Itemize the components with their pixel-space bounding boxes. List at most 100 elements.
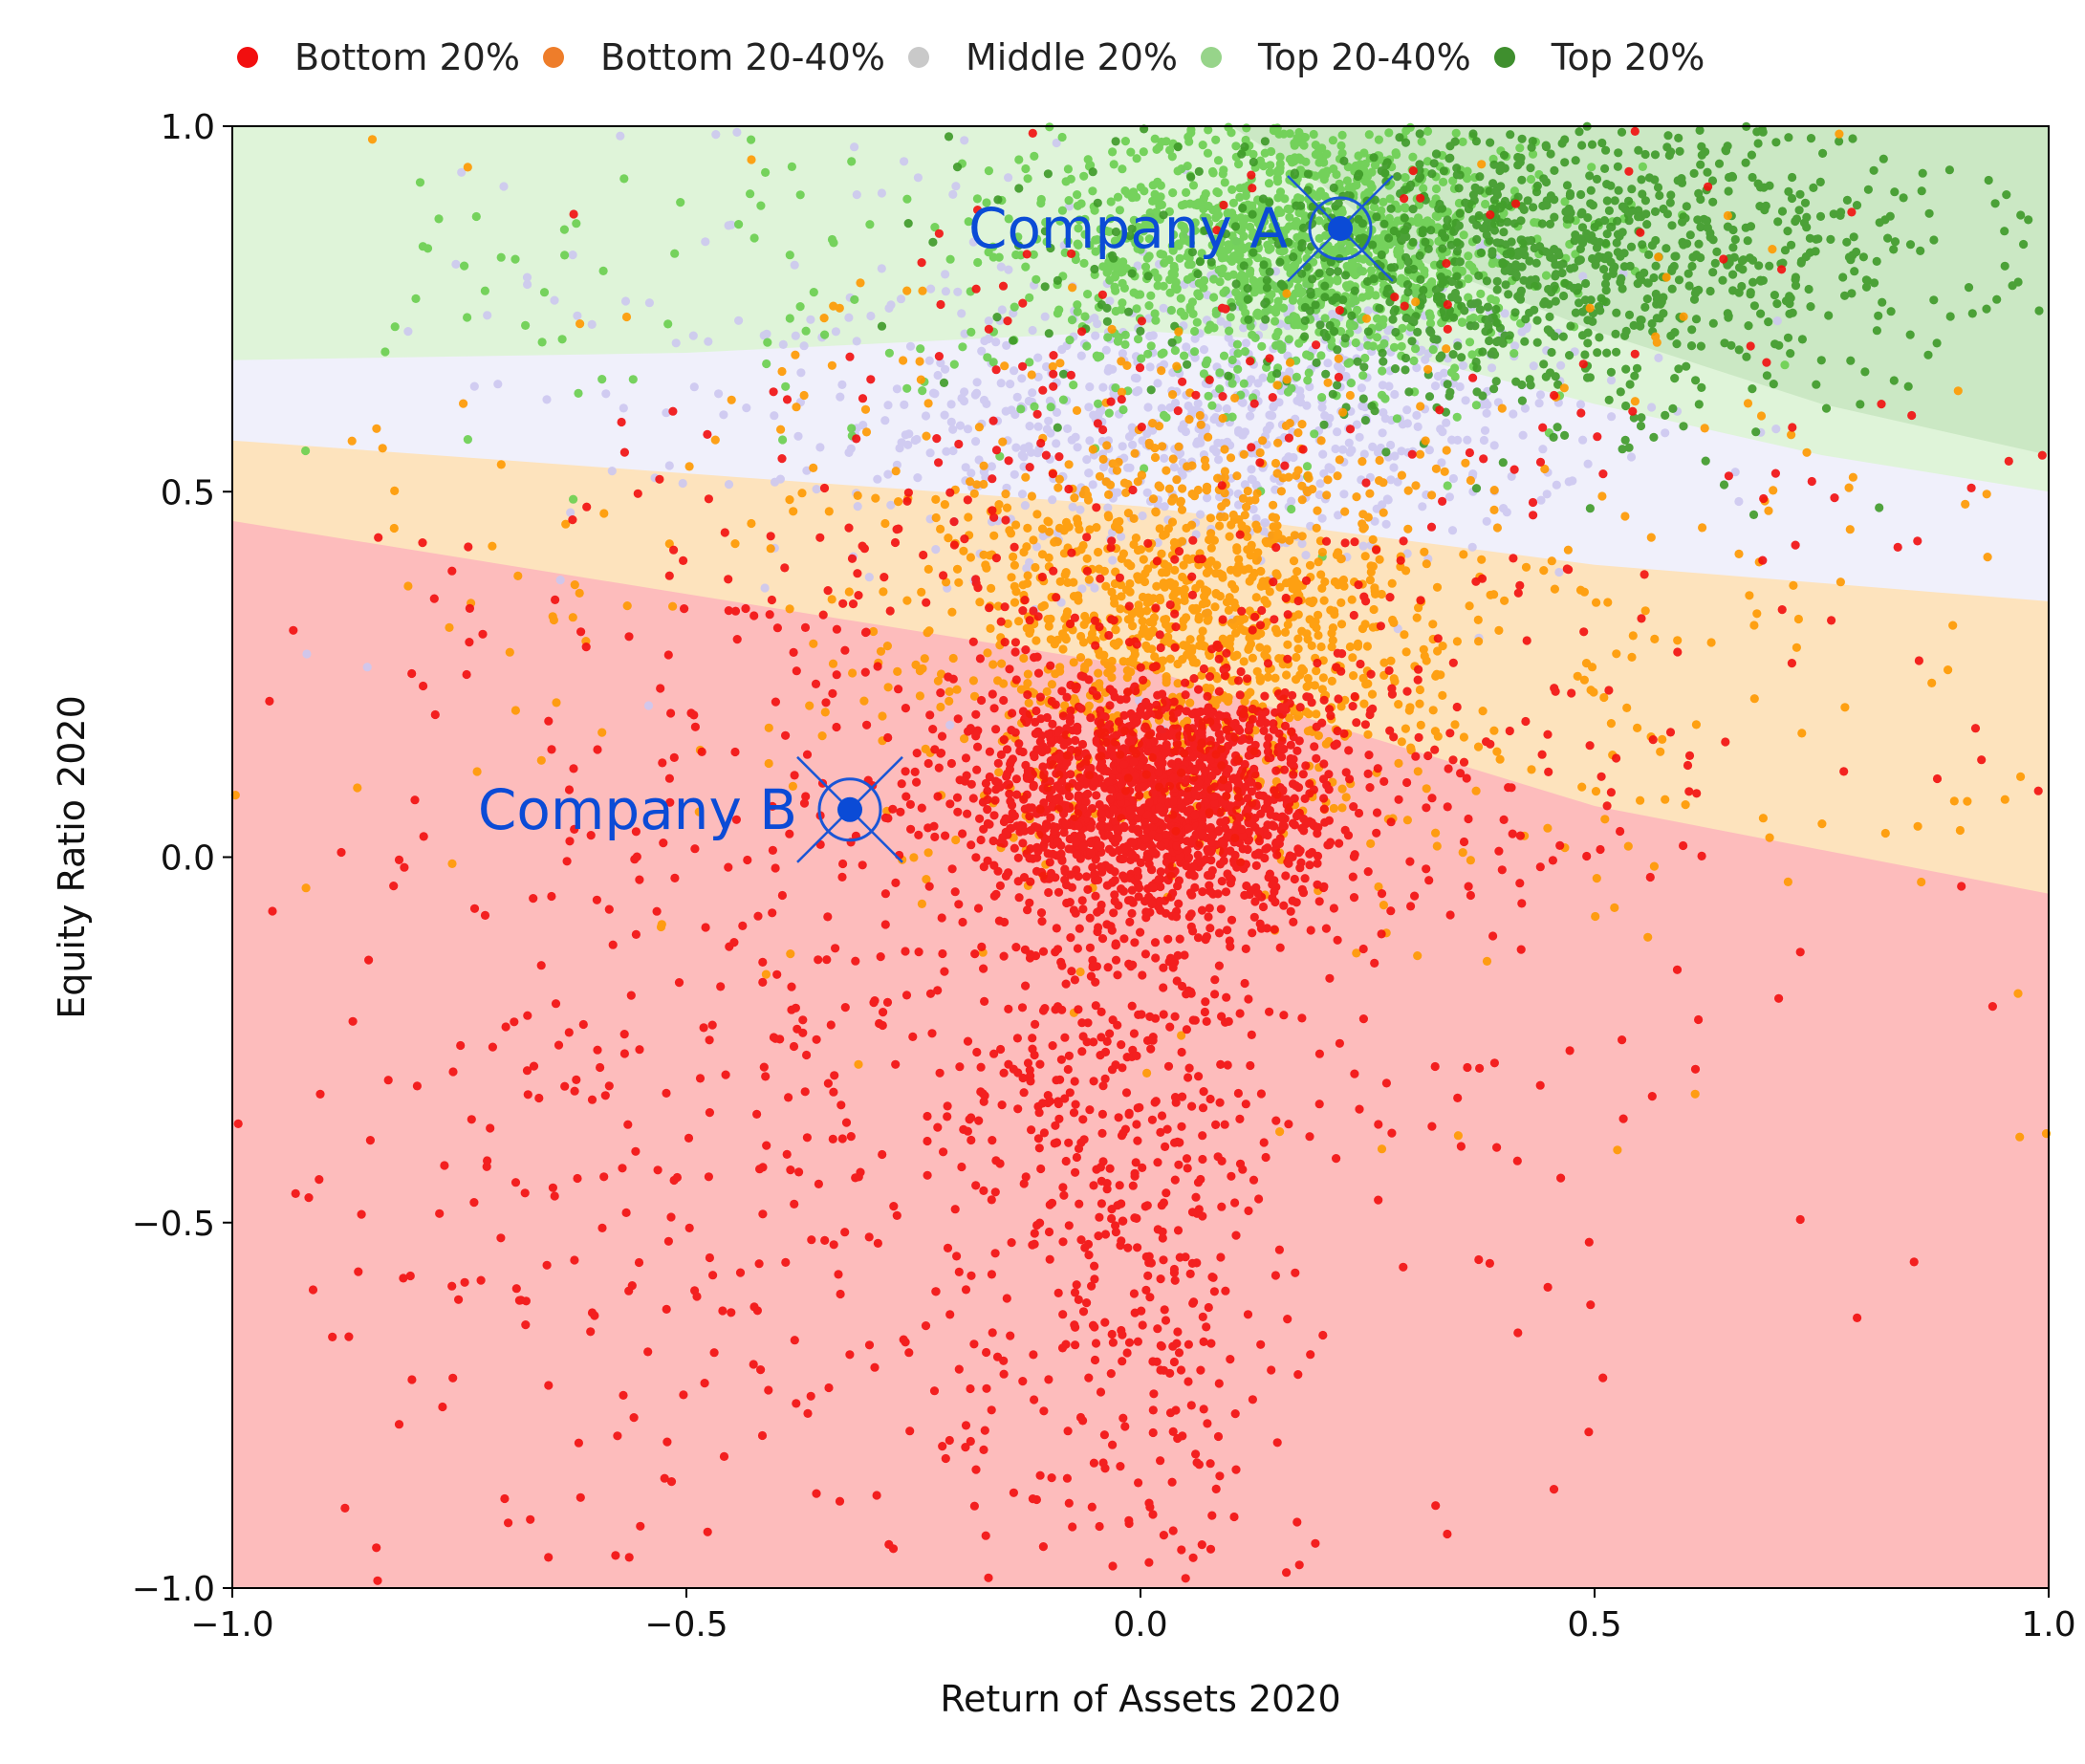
scatter-point <box>1642 220 1652 229</box>
scatter-point <box>1284 316 1293 325</box>
legend-swatch <box>237 47 258 68</box>
scatter-point <box>1267 146 1276 157</box>
scatter-point <box>1346 318 1356 328</box>
scatter-point <box>1597 138 1607 148</box>
scatter-point <box>1787 193 1797 204</box>
scatter-point <box>1293 283 1303 293</box>
scatter-point <box>1289 252 1298 262</box>
scatter-point <box>1666 147 1676 157</box>
scatter-point <box>1144 234 1154 244</box>
scatter-point <box>1271 458 1281 468</box>
scatter-point <box>1098 382 1108 392</box>
scatter-point <box>1165 403 1175 412</box>
scatter-point <box>1304 473 1314 483</box>
scatter-point <box>2000 227 2009 236</box>
scatter-point <box>1198 141 1207 150</box>
scatter-point <box>1326 465 1336 474</box>
scatter-point <box>1537 219 1547 229</box>
scatter-point <box>1064 196 1074 206</box>
scatter-point <box>1297 481 1307 490</box>
scatter-point <box>1023 578 1032 588</box>
scatter-point <box>1309 257 1318 267</box>
scatter-point <box>1572 286 1582 295</box>
scatter-point <box>1422 559 1431 569</box>
scatter-point <box>1293 634 1303 643</box>
scatter-point <box>561 519 571 529</box>
scatter-point <box>1323 378 1333 387</box>
scatter-point <box>1048 495 1057 505</box>
scatter-point <box>1730 234 1740 245</box>
scatter-point <box>1697 150 1706 160</box>
scatter-point <box>1138 592 1148 602</box>
scatter-point <box>1472 220 1482 229</box>
scatter-point <box>1703 223 1712 232</box>
scatter-point <box>1233 364 1243 374</box>
scatter-point <box>988 358 998 367</box>
scatter-point <box>1616 277 1625 287</box>
scatter-point <box>550 295 559 305</box>
scatter-point <box>1334 199 1343 208</box>
scatter-point <box>1424 392 1435 402</box>
scatter-point <box>1271 569 1281 578</box>
scatter-point <box>1203 148 1213 158</box>
scatter-point <box>1380 394 1390 403</box>
scatter-point <box>688 331 698 340</box>
scatter-point <box>1268 512 1277 522</box>
scatter-point <box>1397 470 1406 480</box>
scatter-point <box>1127 193 1137 203</box>
scatter-point <box>1206 556 1216 566</box>
scatter-point <box>1125 587 1135 597</box>
scatter-point <box>1618 202 1627 211</box>
scatter-point <box>1250 495 1260 505</box>
scatter-point <box>301 883 311 893</box>
scatter-point <box>1002 340 1011 350</box>
scatter-point <box>1116 604 1125 614</box>
scatter-point <box>1488 250 1497 259</box>
scatter-point <box>1402 816 1412 825</box>
scatter-point <box>1469 299 1479 309</box>
scatter-point <box>411 294 421 303</box>
scatter-point <box>1654 252 1663 262</box>
scatter-point <box>1806 134 1816 143</box>
scatter-point <box>1190 218 1200 228</box>
scatter-point <box>1375 303 1384 313</box>
scatter-point <box>1310 681 1319 690</box>
scatter-point <box>1389 674 1399 684</box>
scatter-point <box>1342 176 1352 185</box>
scatter-point <box>1162 678 1171 687</box>
scatter-point <box>1120 330 1130 339</box>
scatter-point <box>1375 455 1384 466</box>
scatter-point <box>1379 219 1389 229</box>
scatter-point <box>1844 483 1854 492</box>
scatter-point <box>1794 206 1804 215</box>
scatter-point <box>1285 212 1294 222</box>
scatter-point <box>1405 122 1415 132</box>
scatter-point <box>1246 551 1255 560</box>
scatter-point <box>2024 215 2033 225</box>
scatter-point <box>1378 381 1387 390</box>
scatter-point <box>1052 439 1061 448</box>
scatter-point <box>902 596 912 605</box>
scatter-point <box>1347 595 1357 604</box>
scatter-point <box>1602 229 1612 239</box>
scatter-point <box>1638 240 1647 250</box>
scatter-point <box>1261 518 1271 528</box>
scatter-point <box>1246 411 1255 421</box>
scatter-point <box>1185 635 1195 644</box>
scatter-point <box>1273 239 1283 249</box>
scatter-point <box>1478 707 1488 716</box>
scatter-point <box>1063 577 1073 588</box>
scatter-point <box>1198 599 1207 609</box>
scatter-point <box>1312 523 1321 533</box>
scatter-point <box>1132 154 1141 163</box>
scatter-point <box>1360 552 1370 561</box>
scatter-point <box>1320 170 1331 180</box>
scatter-point <box>1341 271 1351 280</box>
scatter-point <box>873 474 882 484</box>
scatter-point <box>1137 470 1146 480</box>
scatter-point <box>1363 306 1373 316</box>
scatter-point <box>1607 222 1617 232</box>
scatter-point <box>1038 762 1048 772</box>
scatter-point <box>900 157 909 166</box>
scatter-point <box>1300 316 1310 325</box>
